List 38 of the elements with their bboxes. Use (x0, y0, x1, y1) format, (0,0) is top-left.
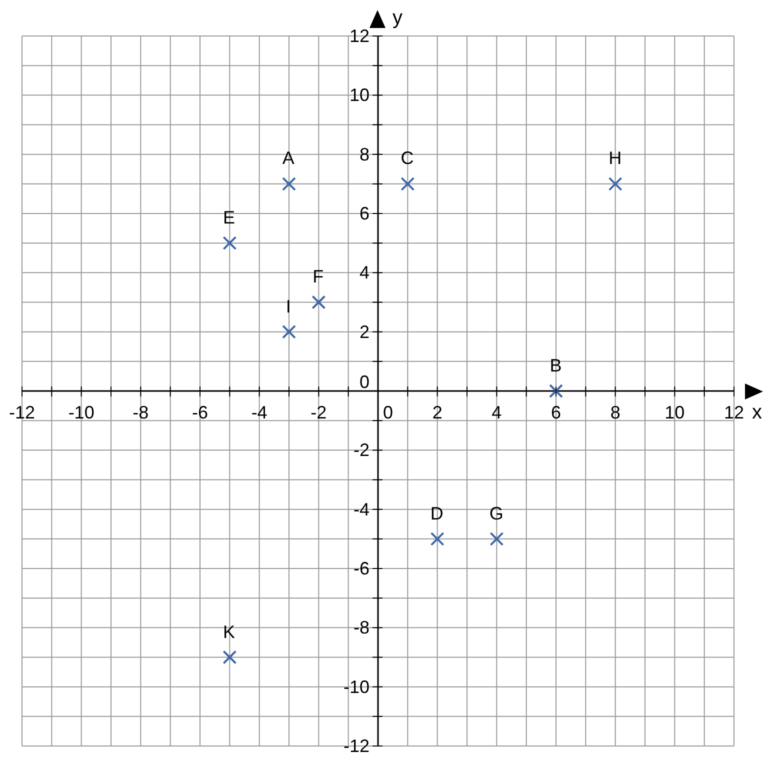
x-tick-label: 2 (432, 402, 442, 422)
y-tick-label: 10 (349, 85, 370, 106)
y-tick-label: -12 (343, 736, 370, 756)
annotation: I (286, 296, 291, 316)
y-tick-label: 12 (349, 26, 370, 46)
x-tick-label: -10 (68, 402, 94, 422)
y-tick-label: 0 (359, 372, 370, 392)
y-tick-label: -4 (353, 499, 370, 520)
x-tick-label: 4 (492, 402, 502, 422)
x-tick-label: -2 (310, 402, 327, 422)
y-tick-label: 2 (359, 322, 370, 342)
y-tick-label: -8 (353, 618, 370, 638)
x-tick-label: -4 (251, 402, 268, 422)
y-axis-title: y (392, 7, 402, 29)
x-tick-label: 8 (610, 402, 620, 422)
annotation: F (312, 266, 324, 287)
y-tick-label: -6 (353, 558, 370, 578)
x-tick-label: 6 (550, 402, 562, 422)
y-tick-label: 4 (359, 262, 370, 283)
annotation: E (222, 207, 235, 228)
y-tick-label: 6 (359, 204, 370, 224)
x-tick-label: -12 (8, 402, 36, 422)
x-tick-label: -8 (132, 402, 149, 422)
annotation: B (550, 356, 562, 376)
y-tick-label: -10 (343, 676, 370, 697)
x-tick-label: 10 (664, 402, 685, 422)
annotation: H (608, 148, 622, 168)
x-tick-label: 12 (724, 402, 744, 422)
annotation: K (222, 622, 235, 642)
x-tick-label: 0 (382, 402, 394, 422)
y-tick-label: -2 (353, 440, 370, 460)
y-tick-label: 8 (359, 144, 370, 164)
x-axis-title: x (752, 402, 762, 424)
x-tick-label: -6 (192, 402, 208, 422)
annotation: G (489, 504, 504, 524)
annotation: C (400, 148, 414, 168)
annotation: A (282, 148, 294, 168)
annotation: D (430, 504, 444, 524)
